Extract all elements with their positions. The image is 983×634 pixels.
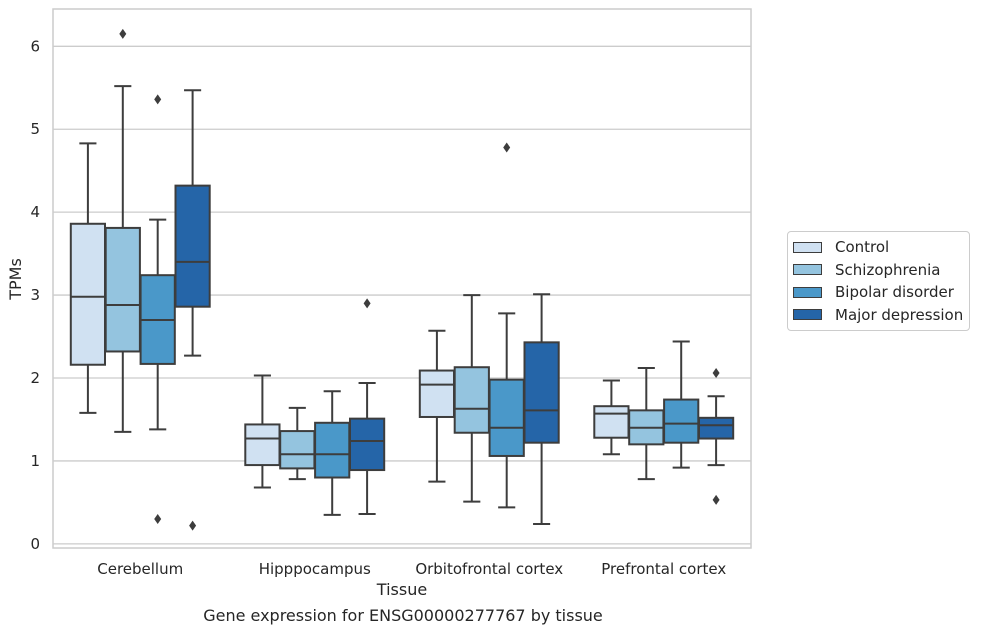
legend-swatch: [793, 286, 822, 298]
box-iqr: [663, 398, 700, 444]
box-iqr: [104, 226, 141, 353]
box-iqr: [488, 378, 525, 457]
box-iqr: [697, 416, 735, 440]
y-tick-label: 0: [30, 535, 40, 553]
box-schizophrenia: [279, 406, 316, 481]
box-bipolar-disorder: [314, 390, 351, 516]
legend-label: Control: [835, 238, 890, 257]
box-schizophrenia: [628, 367, 665, 481]
outlier-point: [712, 368, 720, 379]
box-iqr: [348, 417, 386, 472]
legend-item: Major depression: [788, 304, 969, 327]
legend-item: Bipolar disorder: [788, 281, 969, 304]
y-tick-label: 1: [30, 452, 40, 470]
outlier-point: [363, 298, 371, 309]
legend-label: Bipolar disorder: [835, 283, 954, 302]
x-tick-label: Orbitofrontal cortex: [415, 560, 563, 578]
box-iqr: [593, 405, 630, 439]
box-bipolar-disorder: [139, 94, 176, 524]
legend-label: Major depression: [835, 305, 964, 324]
y-tick-label: 2: [30, 369, 40, 387]
plot-frame: [52, 8, 752, 549]
box-control: [418, 329, 456, 483]
outlier-point: [712, 494, 720, 505]
outlier-point: [189, 520, 197, 531]
box-iqr: [244, 423, 281, 467]
x-tick-label: Prefrontal cortex: [601, 560, 726, 578]
box-iqr: [69, 222, 107, 366]
y-tick-label: 6: [30, 37, 40, 55]
y-tick-label: 4: [30, 203, 40, 221]
chart-caption: Gene expression for ENSG00000277767 by t…: [203, 606, 603, 625]
box-control: [69, 142, 107, 414]
x-axis-label: Tissue: [376, 580, 427, 599]
box-iqr: [279, 430, 316, 470]
y-axis-label: TPMs: [6, 258, 25, 301]
tick-labels: 0 1 2 3 4 5 6 Cerebellum Hipppocampus Orbitofront…: [30, 37, 726, 578]
box-iqr: [453, 366, 490, 434]
outlier-point: [154, 94, 162, 105]
box-iqr: [523, 341, 560, 444]
x-tick-label: Cerebellum: [97, 560, 183, 578]
y-tick-label: 5: [30, 120, 40, 138]
box-control: [244, 374, 281, 489]
box-major-depression: [348, 298, 386, 516]
box-schizophrenia: [453, 294, 490, 503]
legend-swatch: [793, 309, 822, 321]
box-schizophrenia: [104, 28, 141, 433]
legend-swatch: [793, 241, 822, 253]
outlier-point: [119, 28, 127, 39]
box-control: [593, 379, 630, 456]
box-bipolar-disorder: [488, 142, 525, 509]
box-iqr: [418, 369, 456, 418]
outlier-point: [503, 142, 511, 153]
y-tick-label: 3: [30, 286, 40, 304]
box-layer: [69, 28, 735, 531]
legend-label: Schizophrenia: [835, 260, 941, 279]
box-major-depression: [174, 89, 211, 531]
box-major-depression: [523, 293, 560, 525]
box-bipolar-disorder: [663, 340, 700, 469]
box-major-depression: [697, 368, 735, 505]
legend-swatch: [793, 264, 822, 276]
legend-item: Control: [788, 236, 969, 259]
legend: Control Schizophrenia Bipolar disorder Majo…: [787, 231, 970, 331]
x-tick-label: Hipppocampus: [259, 560, 371, 578]
outlier-point: [154, 513, 162, 524]
box-iqr: [174, 184, 211, 308]
box-iqr: [314, 421, 351, 479]
legend-item: Schizophrenia: [788, 259, 969, 282]
